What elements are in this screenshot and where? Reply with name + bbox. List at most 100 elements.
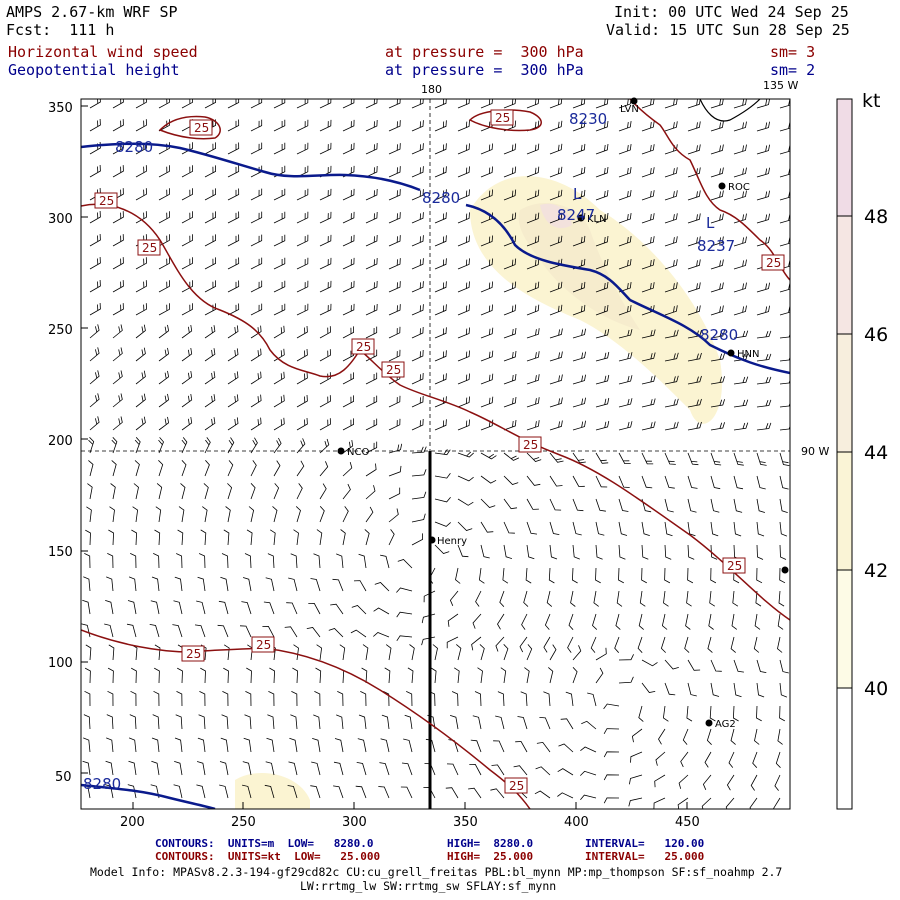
wind-barb — [400, 786, 413, 799]
wind-barb — [351, 605, 367, 615]
wind-barb — [342, 234, 355, 247]
wind-barb — [365, 372, 378, 385]
wind-barb — [112, 280, 124, 293]
wind-barb — [662, 705, 669, 722]
wind-barb — [653, 797, 666, 809]
wind-barb — [250, 460, 257, 477]
wind-barb — [701, 797, 712, 809]
wind-barb — [710, 399, 725, 408]
wind-barb — [158, 280, 170, 293]
wind-barb — [112, 324, 123, 339]
wind-barb — [480, 281, 493, 293]
wind-barb — [227, 165, 240, 178]
wind-barb — [618, 475, 630, 488]
wind-barb — [549, 452, 564, 463]
wind-barb — [457, 235, 470, 247]
wind-barb — [158, 416, 170, 431]
wind-barb — [549, 328, 563, 339]
wind-barb — [319, 211, 332, 224]
wind-barb — [503, 350, 517, 362]
wind-barb — [250, 394, 262, 408]
wind-barb — [733, 305, 747, 316]
wind-barb — [456, 644, 462, 661]
wind-barb — [687, 352, 702, 362]
wind-barb — [89, 118, 101, 132]
wind-barb — [388, 529, 395, 546]
wind-barb — [503, 452, 520, 461]
wind-barb — [434, 189, 447, 201]
wind-barb — [204, 165, 217, 178]
wind-barb — [421, 636, 436, 646]
wind-barb — [755, 590, 762, 607]
wind-barb — [154, 644, 161, 661]
wind-barb — [204, 348, 216, 362]
wind-barb — [493, 740, 505, 753]
wind-barb — [128, 760, 137, 776]
wind-label: 25 — [142, 241, 157, 255]
wind-barb — [457, 498, 474, 506]
wind-barb — [779, 402, 790, 408]
wind-barb — [342, 188, 355, 201]
wind-barb — [342, 506, 349, 523]
wind-barb — [686, 705, 693, 722]
wind-barb — [273, 437, 282, 454]
wind-barb — [196, 784, 206, 799]
wind-barb — [641, 521, 650, 536]
wind-barb — [618, 375, 633, 385]
wind-barb — [384, 667, 391, 684]
wind-barb — [455, 567, 461, 584]
wind-barb — [82, 599, 91, 615]
wind-barb — [381, 714, 390, 730]
wind-barb — [339, 644, 346, 661]
wind-barb — [342, 142, 355, 155]
wind-barb — [687, 398, 702, 408]
wind-barb — [250, 371, 262, 385]
wind-barb — [108, 529, 115, 546]
wind-barb — [580, 794, 597, 800]
wind-barb — [480, 544, 490, 559]
wind-barb — [687, 682, 697, 697]
wind-barb — [710, 353, 725, 362]
wind-barb — [84, 667, 91, 684]
wind-barb — [524, 667, 530, 684]
wind-barb — [388, 166, 401, 178]
wind-barb — [181, 324, 193, 339]
wind-barb — [134, 437, 141, 454]
wind-barb — [630, 751, 643, 763]
wind-barb — [365, 142, 378, 155]
wind-barb — [296, 280, 309, 293]
wind-barb — [733, 330, 749, 339]
wind-barb — [549, 166, 563, 178]
wind-barb — [618, 544, 626, 560]
wind-barb — [83, 714, 91, 730]
wind-barb — [526, 420, 540, 431]
wind-barb — [572, 667, 578, 684]
wind-barb — [687, 282, 701, 293]
wind-barb — [360, 691, 367, 707]
wind-barb — [595, 143, 609, 155]
wind-barb — [158, 303, 170, 316]
wind-barb — [221, 714, 229, 730]
wind-barb — [365, 165, 378, 178]
wind-barb — [319, 483, 327, 500]
wind-barb — [296, 303, 309, 316]
wind-barb — [526, 475, 541, 486]
wind-barb — [434, 166, 447, 178]
wind-barb — [332, 578, 344, 592]
wind-barb — [495, 636, 505, 652]
wind-barb — [733, 498, 743, 513]
wind-barb — [83, 737, 91, 753]
wind-barb — [664, 375, 679, 385]
wind-barb — [710, 544, 718, 560]
lon-label-90w: 90 W — [801, 445, 829, 458]
wind-barb — [641, 421, 656, 431]
wind-barb — [595, 120, 609, 132]
colorbar-label: 40 — [864, 678, 888, 700]
wind-barb — [411, 258, 424, 270]
wind-barb — [603, 797, 620, 804]
wind-barb — [658, 728, 666, 745]
wind-barb — [503, 373, 517, 385]
colorbar-swatch — [837, 570, 852, 688]
wind-barb — [319, 438, 330, 454]
